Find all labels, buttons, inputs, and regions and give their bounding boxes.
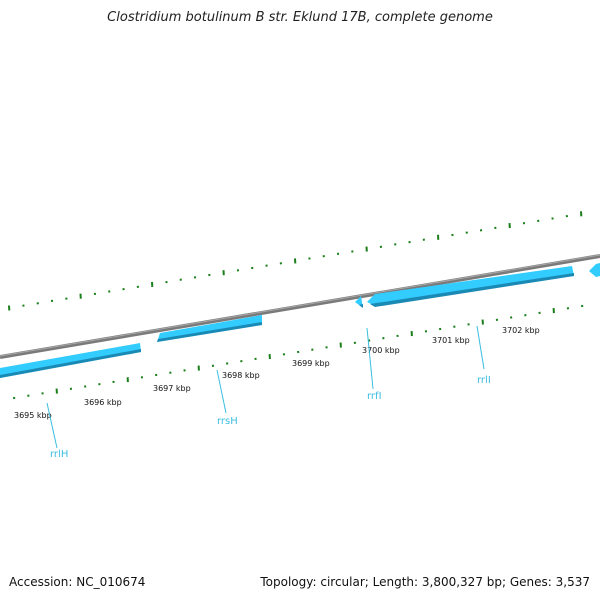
accession-text: Accession: NC_010674 [9,575,146,589]
tick-label: 3701 kbp [432,336,470,345]
genome-backbone [0,254,600,359]
gene-label-rrsH: rrsH [217,416,238,427]
gene-labels: rrlH rrsH rrfI rrlI [50,375,491,460]
genome-stats-text: Topology: circular; Length: 3,800,327 bp… [260,575,590,589]
tick-label: 3699 kbp [292,359,330,368]
gene-arrows [0,263,600,378]
tick-label: 3696 kbp [84,398,122,407]
outer-scale-ticks [8,211,583,311]
inner-scale-ticks [13,304,584,400]
tick-label: 3702 kbp [502,326,540,335]
gene-label-rrfI: rrfI [367,391,382,402]
tick-label: 3697 kbp [153,384,191,393]
gene-arrow-partial [589,263,600,277]
gene-leader-lines [46,325,485,449]
gene-label-rrlH: rrlH [50,449,68,460]
gene-arrow-rrlI [367,266,574,306]
tick-label: 3695 kbp [14,411,52,420]
tick-label: 3700 kbp [362,346,400,355]
tick-label: 3698 kbp [222,371,260,380]
map-title: Clostridium botulinum B str. Eklund 17B,… [107,10,493,25]
tick-labels: 3695 kbp 3696 kbp 3697 kbp 3698 kbp 3699… [14,326,540,420]
gene-label-rrlI: rrlI [477,375,491,386]
